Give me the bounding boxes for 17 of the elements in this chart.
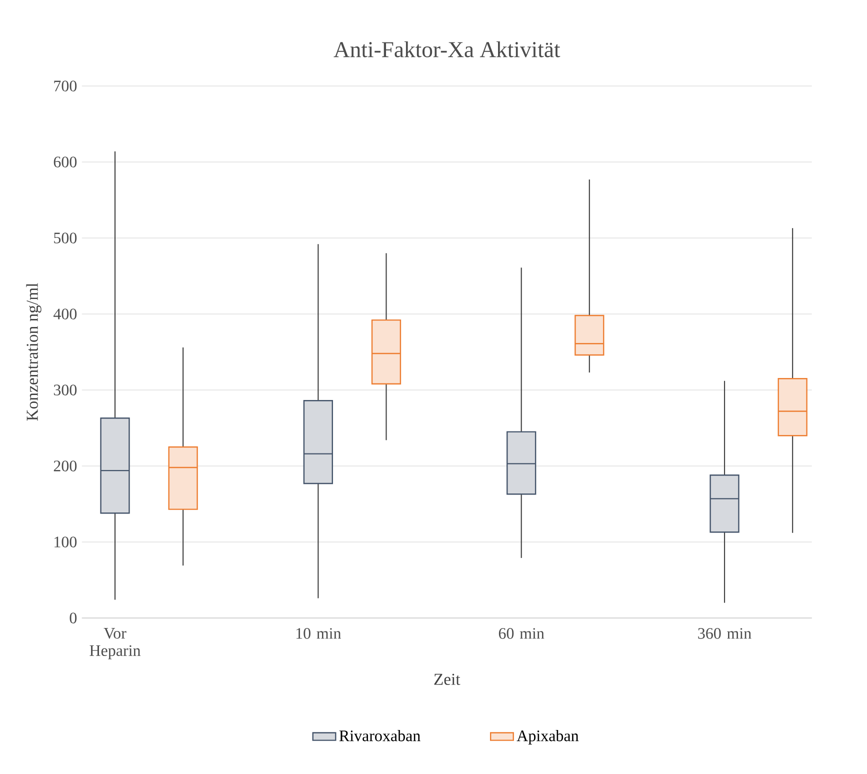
- legend-label: Apixaban: [516, 730, 579, 744]
- y-axis-title: Konzentration ng/ml: [26, 283, 42, 421]
- x-tick-label: 60 min: [498, 628, 544, 639]
- y-tick-label: 100: [54, 536, 77, 548]
- x-tick-label: Vor Heparin: [90, 628, 141, 660]
- chart-title: Anti-Faktor-Xa Aktivität: [334, 41, 560, 58]
- y-tick-label: 200: [54, 460, 77, 472]
- x-tick-label: 10 min: [296, 628, 342, 639]
- y-tick-label: 500: [54, 232, 77, 244]
- y-tick-label: 0: [70, 612, 77, 624]
- x-tick-label: 360 min: [698, 628, 752, 639]
- y-tick-label: 400: [53, 308, 77, 320]
- legend-label: Rivaroxaban: [339, 730, 420, 742]
- y-tick-label: 600: [54, 156, 77, 168]
- y-tick-label: 300: [54, 384, 77, 396]
- x-axis-title: Zeit: [434, 674, 460, 685]
- y-tick-label: 700: [54, 80, 77, 92]
